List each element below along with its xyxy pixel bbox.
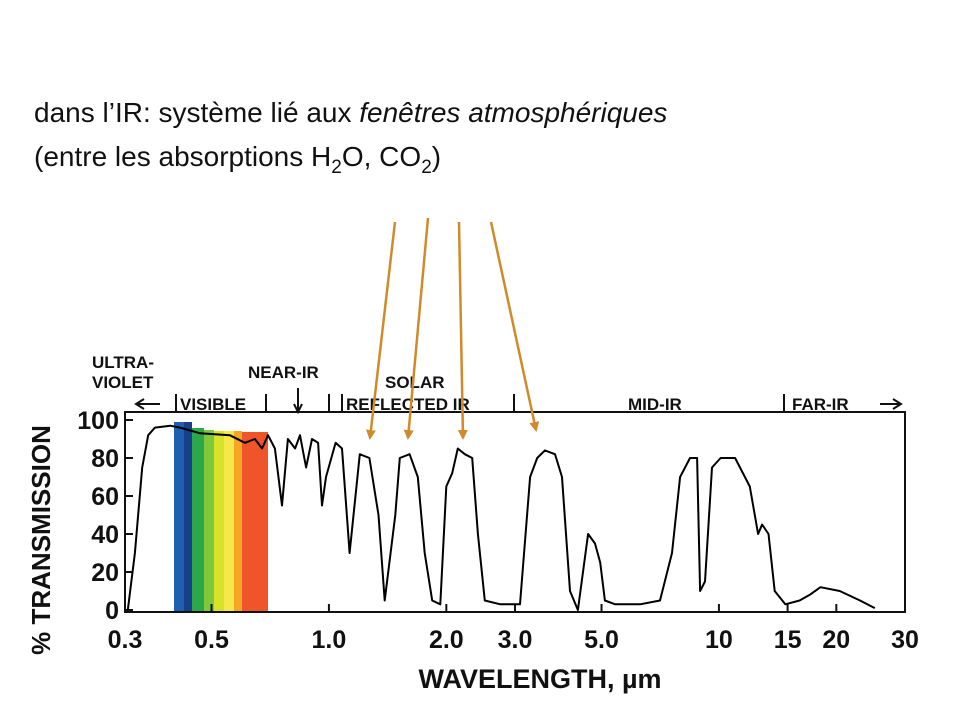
y-tick-label: 60 — [91, 483, 119, 511]
x-tick-label: 0.5 — [194, 626, 229, 654]
x-tick-label: 15 — [774, 626, 802, 654]
x-tick-label: 30 — [891, 626, 919, 654]
y-tick-label: 0 — [105, 597, 119, 625]
region-label: FAR-IR — [792, 395, 849, 414]
region-label: VIOLET — [92, 373, 154, 392]
heading-text: O, CO — [342, 141, 421, 172]
heading-text: dans l’IR: système lié aux — [34, 97, 359, 128]
x-tick-label: 0.3 — [108, 626, 143, 654]
y-tick-label: 40 — [91, 521, 119, 549]
x-tick-label: 5.0 — [584, 626, 619, 654]
subscript: 2 — [421, 157, 432, 178]
heading-text: (entre les absorptions H — [34, 141, 331, 172]
heading-text: ) — [432, 141, 441, 172]
heading-line: (entre les absorptions H2O, CO2) — [34, 141, 441, 178]
x-tick-label: 20 — [822, 626, 850, 654]
heading-line: dans l’IR: système lié aux fenêtres atmo… — [34, 97, 667, 128]
x-axis-label: WAVELENGTH, µm — [418, 664, 661, 694]
transmission-line — [126, 424, 876, 611]
y-tick-label: 100 — [77, 407, 119, 435]
y-axis-label: % TRANSMISSION — [26, 425, 56, 655]
x-tick-label: 1.0 — [312, 626, 347, 654]
region-label: MID-IR — [628, 395, 682, 414]
x-tick-label: 10 — [705, 626, 733, 654]
region-label: VISIBLE — [180, 395, 246, 414]
region-label: REFLECTED IR — [346, 395, 470, 414]
region-label: ULTRA- — [92, 353, 154, 372]
y-tick-label: 80 — [91, 445, 119, 473]
arrows — [365, 217, 540, 440]
y-tick-label: 20 — [91, 559, 119, 587]
visible-band — [174, 422, 268, 612]
region-label: NEAR-IR — [248, 363, 319, 382]
region-markers — [134, 388, 903, 415]
x-tick-label: 3.0 — [498, 626, 533, 654]
heading-text: fenêtres atmosphériques — [359, 97, 667, 128]
x-tick-label: 2.0 — [429, 626, 464, 654]
region-label: SOLAR — [385, 373, 445, 392]
subscript: 2 — [331, 157, 342, 178]
